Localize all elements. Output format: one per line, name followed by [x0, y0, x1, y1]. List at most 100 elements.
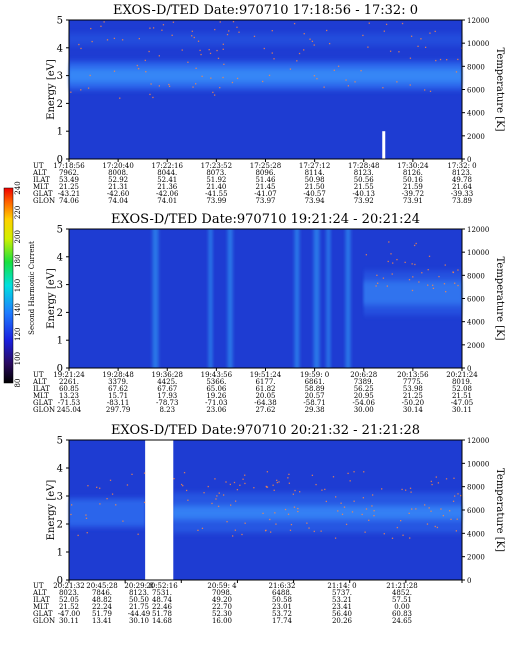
- speckle-point: [445, 291, 447, 293]
- speckle-point: [91, 40, 93, 43]
- speckle-point: [185, 489, 188, 492]
- speckle-point: [429, 90, 432, 92]
- table-cell: 17:22:16: [152, 162, 184, 170]
- table-cell: -64.38: [254, 399, 276, 407]
- panel-3: EXOS-D/TED Date:970710 20:21:32 - 21:21:…: [32, 423, 505, 625]
- speckle-point: [115, 504, 117, 506]
- speckle-point: [219, 86, 221, 89]
- speckle-point: [429, 32, 431, 34]
- y-tick-label: 3: [57, 492, 63, 503]
- speckle-point: [410, 491, 412, 493]
- speckle-point: [375, 285, 377, 287]
- speckle-point: [242, 478, 244, 480]
- table-cell: 8123.: [452, 169, 472, 177]
- table-cell: 20:13:56: [397, 371, 429, 379]
- table-cell: 51.46: [255, 176, 276, 184]
- speckle-point: [150, 83, 152, 85]
- table-cell: 21.50: [305, 183, 325, 191]
- table-cell: 13.41: [92, 617, 112, 625]
- row-label: GLAT: [33, 610, 53, 618]
- speckle-point: [226, 521, 228, 523]
- table-cell: 50.58: [272, 596, 292, 604]
- row-label: UT: [33, 371, 44, 379]
- speckle-point: [168, 83, 170, 86]
- speckle-point: [296, 60, 298, 62]
- table-cell: 56.40: [332, 610, 352, 618]
- speckle-point: [136, 64, 139, 67]
- speckle-point: [382, 87, 384, 89]
- speckle-point: [409, 537, 411, 539]
- speckle-point: [149, 93, 151, 96]
- speckle-point: [315, 483, 317, 486]
- speckle-point: [367, 46, 369, 48]
- vertical-streak: [227, 229, 233, 368]
- speckle-point: [269, 518, 271, 521]
- table-cell: 73.94: [305, 197, 326, 205]
- speckle-point: [308, 527, 310, 529]
- y2-tick-label: 10000: [467, 249, 489, 257]
- table-cell: -83.11: [107, 399, 129, 407]
- table-cell: 74.01: [157, 197, 177, 205]
- y2-tick-label: 2000: [467, 133, 485, 141]
- speckle-point: [325, 500, 327, 503]
- speckle-point: [309, 38, 311, 40]
- speckle-point: [191, 35, 193, 37]
- table-cell: 48.82: [92, 596, 112, 604]
- speckle-point: [265, 485, 267, 488]
- speckle-point: [195, 67, 197, 69]
- speckle-point: [391, 537, 394, 539]
- speckle-point: [78, 43, 80, 46]
- table-cell: 73.99: [206, 197, 226, 205]
- speckle-point: [360, 70, 362, 72]
- table-cell: 20:21:24: [446, 371, 478, 379]
- speckle-point: [391, 273, 393, 275]
- speckle-point: [239, 484, 241, 486]
- speckle-point: [197, 529, 199, 532]
- speckle-point: [387, 260, 389, 263]
- speckle-point: [244, 482, 246, 485]
- row-label: MLT: [33, 603, 49, 611]
- table-cell: 73.89: [452, 197, 472, 205]
- speckle-point: [236, 77, 239, 80]
- speckle-point: [228, 30, 230, 32]
- table-cell: 8114.: [305, 169, 325, 177]
- speckle-point: [427, 284, 429, 286]
- table-cell: 6177.: [255, 378, 275, 386]
- speckle-point: [411, 263, 413, 265]
- table-cell: 29.38: [305, 406, 325, 414]
- speckle-point: [430, 480, 432, 483]
- speckle-point: [323, 86, 325, 88]
- speckle-point: [138, 37, 140, 40]
- table-cell: 17:32: 0: [447, 162, 476, 170]
- table-cell: 7531.: [152, 589, 172, 597]
- speckle-point: [455, 530, 458, 532]
- speckle-points: [70, 21, 463, 99]
- speckle-point: [203, 492, 205, 494]
- speckle-point: [266, 486, 269, 488]
- colorbar: 80 100 120 140 160 180 200 220 240 Second Harmoni…: [3, 181, 36, 387]
- speckle-point: [404, 489, 407, 491]
- speckle-point: [313, 530, 315, 533]
- table-cell: 5737.: [332, 589, 352, 597]
- speckle-point: [445, 478, 448, 480]
- speckle-point: [435, 59, 437, 62]
- table-cell: 52.05: [59, 596, 79, 604]
- speckle-point: [452, 500, 455, 502]
- table-cell: 53.21: [332, 596, 352, 604]
- table-cell: -54.06: [353, 399, 376, 407]
- speckle-point: [381, 488, 383, 490]
- table-cell: 7962.: [59, 169, 79, 177]
- speckle-point: [439, 58, 442, 61]
- speckle-point: [364, 531, 366, 533]
- speckle-point: [149, 27, 151, 29]
- table-cell: -42.06: [156, 190, 179, 198]
- speckle-point: [368, 519, 370, 521]
- band-core: [69, 68, 462, 83]
- table-cell: 23.41: [332, 603, 352, 611]
- y2-tick-label: 12000: [467, 17, 489, 25]
- table-cell: 19:59: 0: [300, 371, 329, 379]
- speckle-point: [411, 289, 414, 292]
- table-cell: 7098.: [212, 589, 232, 597]
- table-cell: 8023.: [59, 589, 79, 597]
